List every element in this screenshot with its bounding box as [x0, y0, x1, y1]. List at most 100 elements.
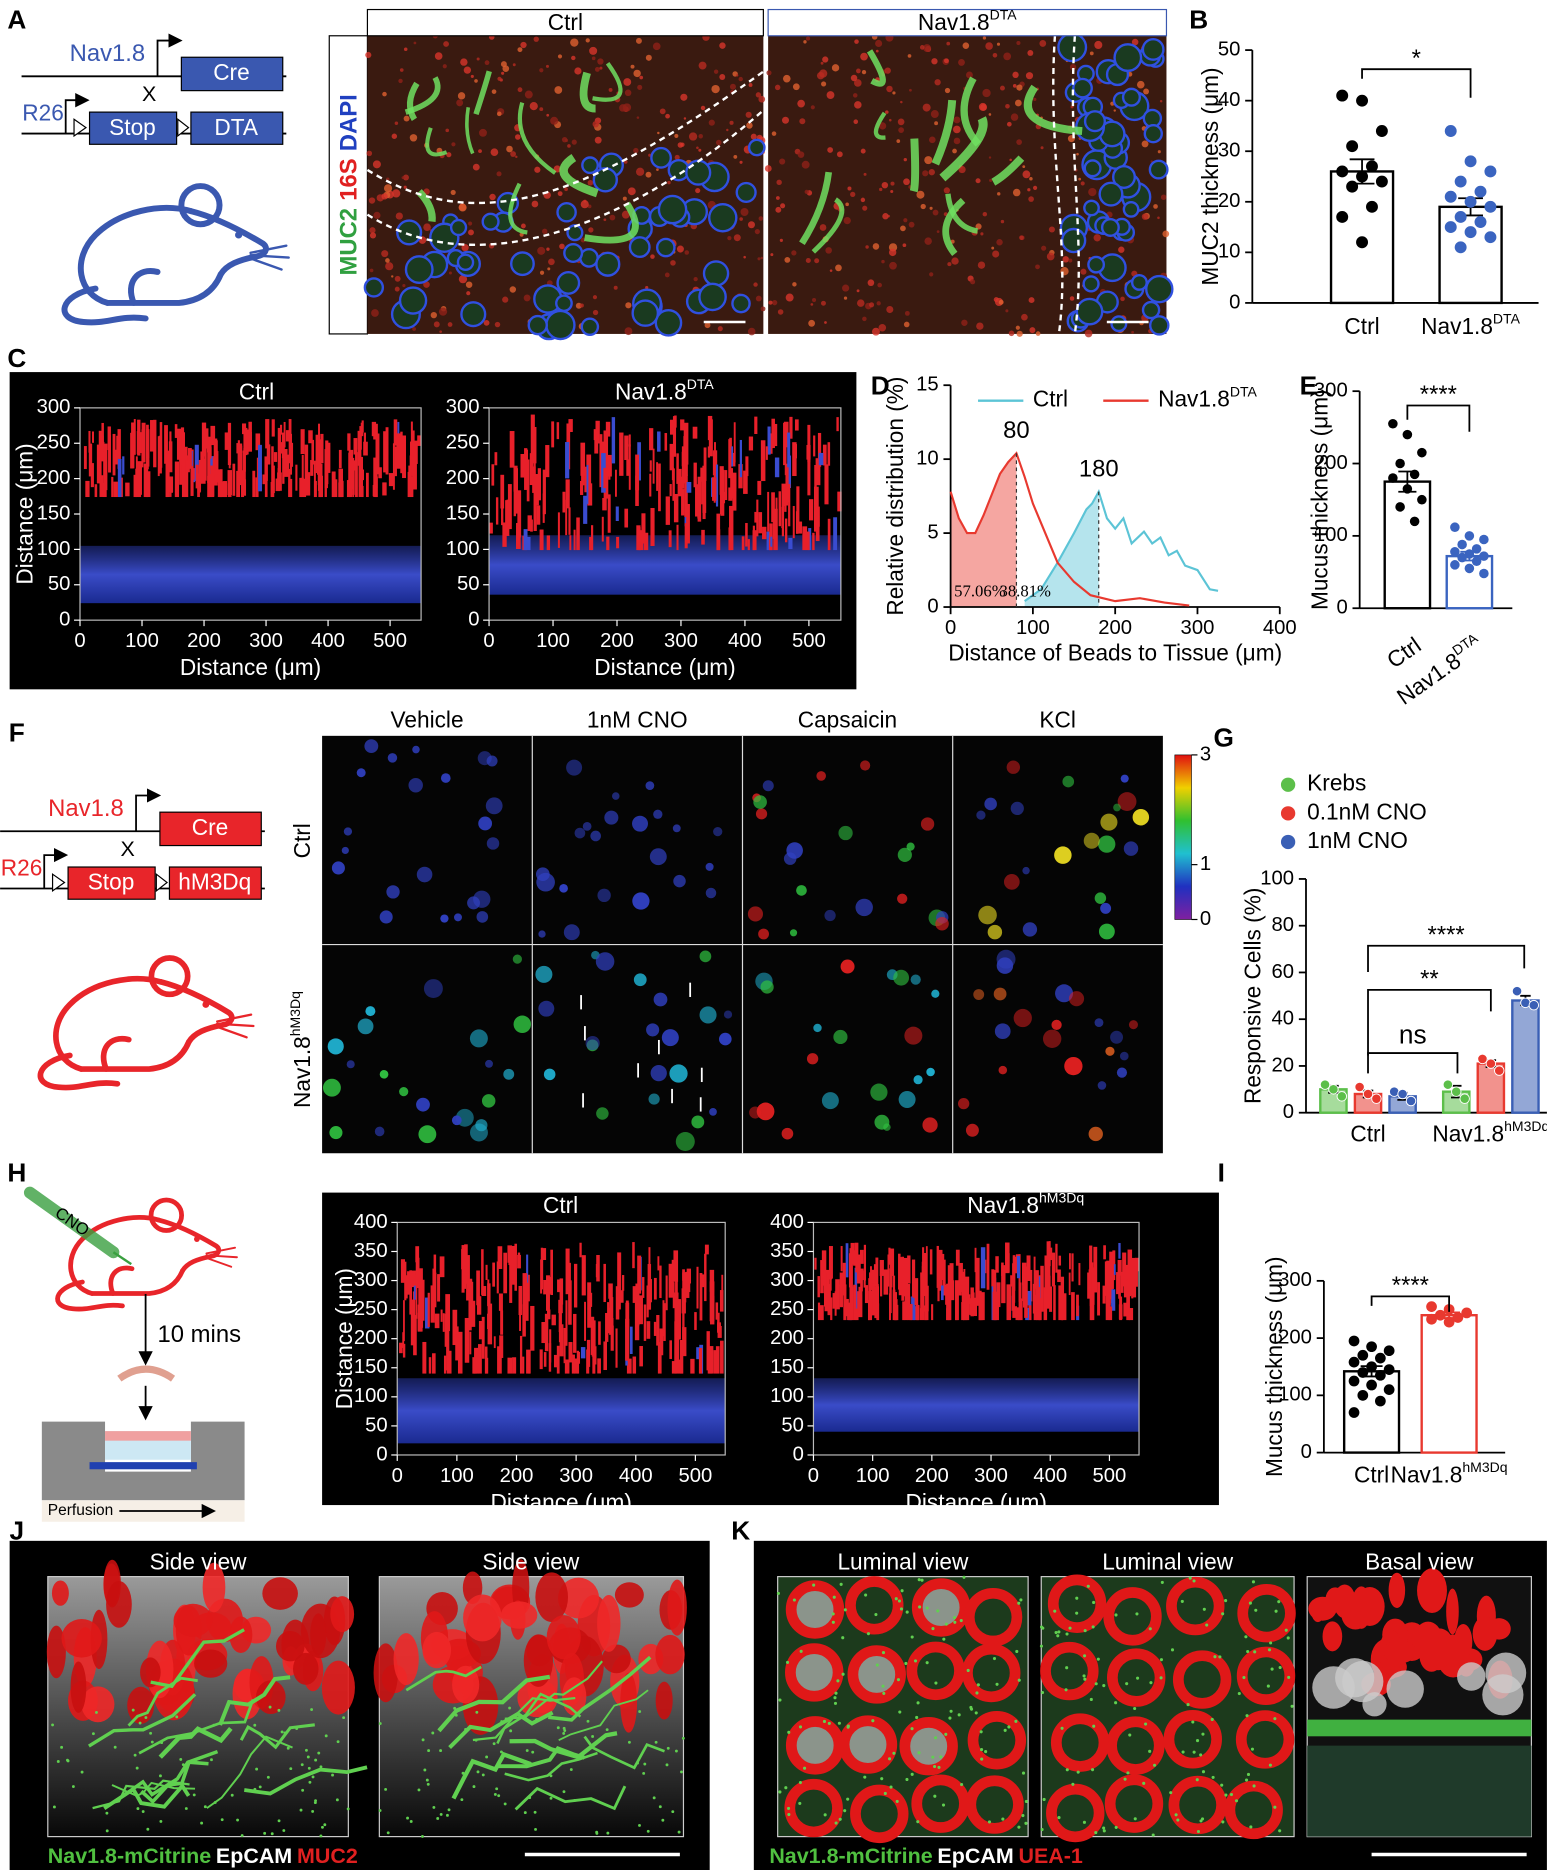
mouse-ear — [148, 1197, 184, 1233]
mucin-blob — [1308, 1596, 1337, 1621]
cell — [781, 1127, 794, 1140]
data-point — [1471, 556, 1482, 566]
significance-bracket — [1367, 988, 1492, 1056]
mucin-blob — [655, 1634, 685, 1675]
bead-streak — [754, 416, 758, 434]
image-texture — [695, 188, 701, 194]
data-point — [1357, 1367, 1369, 1378]
bead-streak — [632, 1356, 637, 1374]
nerve-dot — [1094, 1831, 1098, 1835]
mucin-blob — [330, 1596, 355, 1633]
bead-streak — [492, 1262, 496, 1287]
bead-streak — [628, 444, 631, 490]
image-texture — [624, 327, 633, 336]
nerve-dot — [658, 1805, 662, 1809]
epithelium — [481, 212, 500, 231]
bead-streak — [400, 431, 403, 474]
image-texture — [637, 84, 643, 90]
y-tick-label: 250 — [354, 1298, 388, 1320]
nerve-dot — [1089, 1697, 1093, 1702]
bead-streak — [584, 466, 589, 493]
image-texture — [1113, 109, 1116, 112]
epithelium — [1082, 275, 1100, 293]
bead-streak — [710, 1295, 715, 1325]
cell — [1097, 1081, 1107, 1090]
bead-streak — [629, 1326, 633, 1354]
bead-streak — [527, 536, 531, 551]
row-header: Nav1.8hM3Dq — [287, 991, 316, 1108]
mouse-outline — [61, 285, 149, 326]
cell — [976, 810, 986, 820]
x-tick-label: 200 — [600, 630, 634, 652]
data-point — [1388, 473, 1398, 483]
bead-streak — [649, 473, 652, 497]
y-tick-label: 300 — [446, 396, 480, 418]
significance-label: **** — [1392, 1272, 1429, 1299]
nerve-fiber — [548, 1655, 652, 1722]
panel-label: G — [1214, 722, 1234, 752]
bead-streak — [481, 1316, 485, 1359]
bead-streak — [548, 1276, 553, 1294]
bead-streak — [513, 468, 518, 514]
nerve-dot — [1003, 1728, 1007, 1732]
nerve-dot — [409, 1820, 413, 1823]
mucin-blob — [614, 1582, 644, 1608]
bead-streak — [1126, 1279, 1130, 1321]
nerve-dot — [883, 1791, 887, 1796]
mouse-outline — [37, 1052, 121, 1091]
image-texture — [922, 170, 929, 177]
bead-streak — [546, 535, 551, 551]
cell — [476, 911, 489, 923]
image-texture — [980, 104, 987, 111]
bead-streak — [94, 484, 98, 498]
cell — [783, 852, 797, 865]
bead-streak — [277, 472, 282, 491]
data-point — [1395, 458, 1405, 469]
bead-streak — [1111, 1289, 1116, 1311]
bead-streak — [273, 452, 278, 462]
epithelium — [1113, 43, 1143, 73]
bead-streak — [1106, 1286, 1111, 1314]
cell — [1098, 835, 1116, 853]
image-texture — [889, 261, 897, 270]
y-axis-label: Distance (μm) — [331, 1268, 357, 1409]
image-texture — [670, 260, 676, 266]
image-texture — [1039, 40, 1047, 47]
epithelium — [456, 253, 475, 272]
image-texture — [808, 319, 816, 327]
nerve-dot — [962, 1575, 966, 1579]
data-point — [1464, 155, 1477, 168]
bead-streak — [190, 449, 194, 496]
bead-streak — [348, 452, 352, 496]
data-point — [1388, 418, 1398, 429]
image-texture — [903, 321, 910, 328]
image-texture — [1153, 204, 1158, 209]
image-texture — [1076, 152, 1079, 156]
image-texture — [755, 92, 762, 98]
image-texture — [636, 116, 640, 119]
epithelium — [1098, 181, 1124, 207]
mouse-outline — [104, 271, 224, 306]
bead-streak — [671, 467, 674, 481]
nerve-dot — [446, 1813, 449, 1817]
image-texture — [381, 193, 388, 200]
bead-streak — [601, 516, 604, 542]
nerve-dot — [1007, 1725, 1011, 1729]
cell — [485, 1059, 493, 1068]
nerve-dot — [1017, 1678, 1021, 1682]
image-texture — [882, 213, 889, 220]
bead-streak — [925, 1246, 928, 1288]
peak-label: 80 — [1003, 417, 1030, 444]
bead-streak — [639, 530, 644, 551]
nerve-dot — [313, 1801, 317, 1805]
bead-streak — [1038, 1299, 1042, 1321]
cell — [1064, 1056, 1083, 1076]
cell — [374, 1126, 385, 1137]
image-texture — [797, 99, 805, 108]
chart-title: Ctrl — [239, 379, 274, 405]
nerve-dot — [1053, 1609, 1057, 1613]
nerve-dot — [944, 1622, 948, 1626]
bead-streak — [227, 422, 232, 466]
image-texture — [1008, 330, 1015, 337]
mucin-strand — [873, 111, 887, 140]
